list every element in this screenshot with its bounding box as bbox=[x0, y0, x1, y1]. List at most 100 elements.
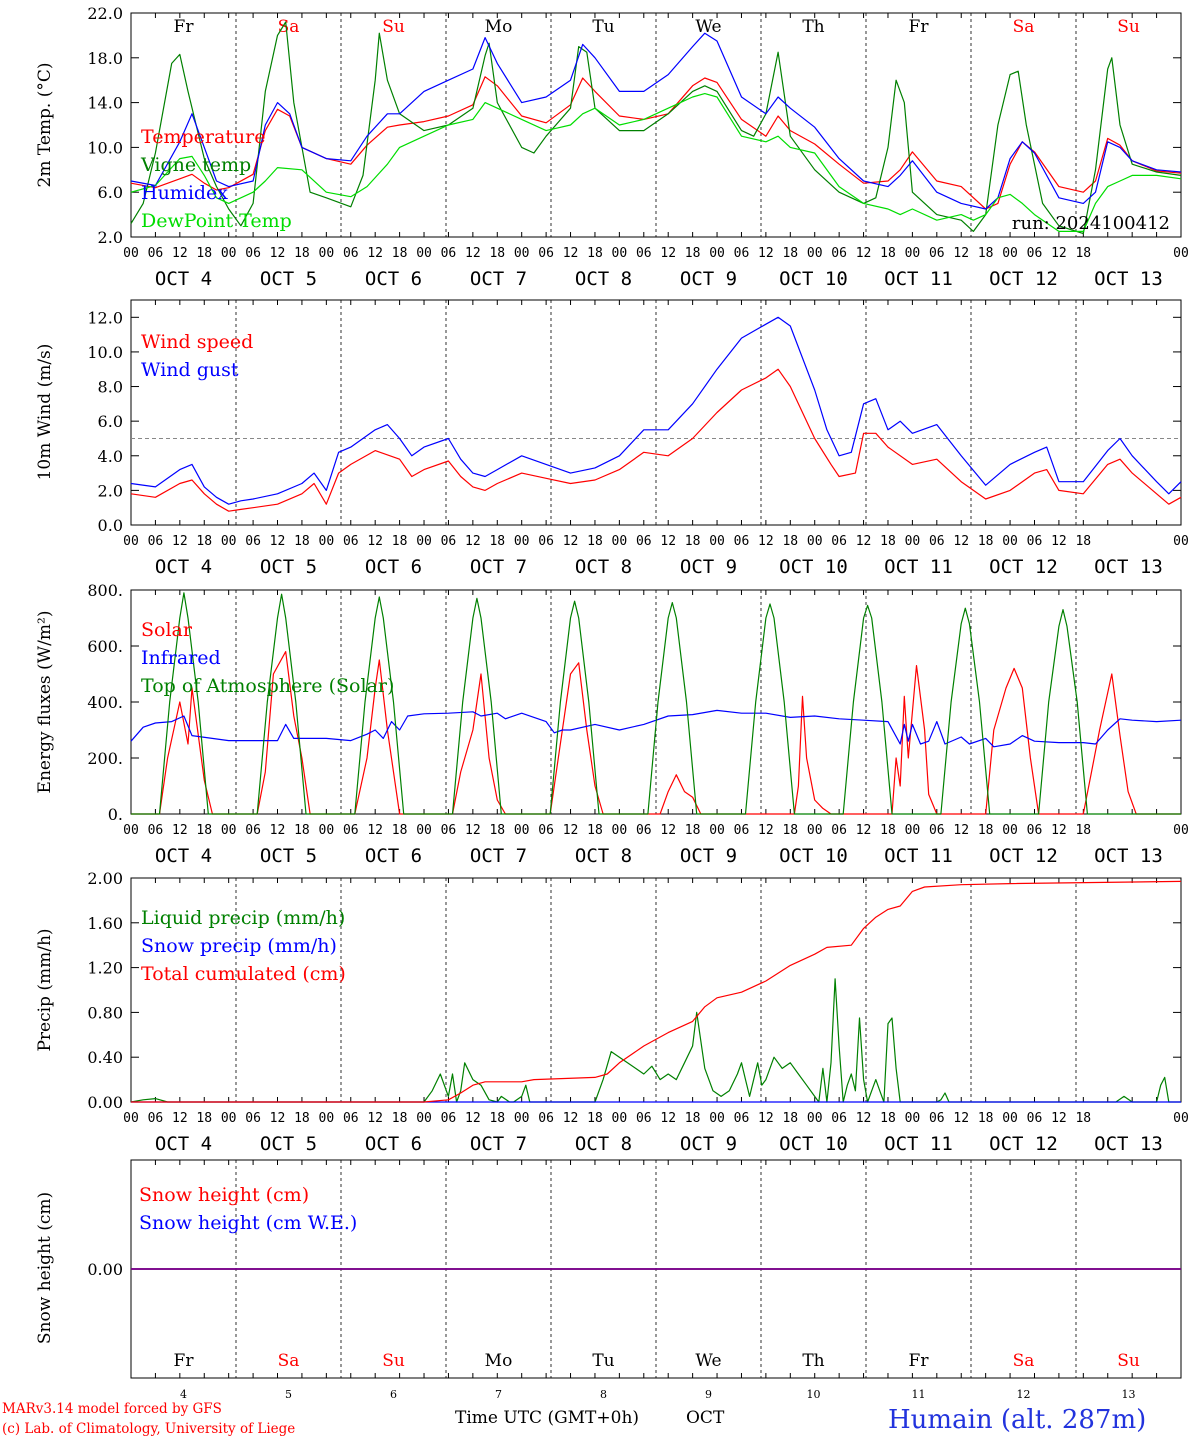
hour-tick-label: 00 bbox=[1002, 534, 1018, 549]
hour-tick-label: 00 bbox=[221, 1111, 237, 1126]
y-tick-label: 12.0 bbox=[87, 308, 123, 327]
hour-tick-label: 06 bbox=[1027, 1111, 1043, 1126]
hour-tick-label: 12 bbox=[1051, 1111, 1067, 1126]
hour-tick-label: 06 bbox=[734, 823, 750, 838]
date-label: OCT 7 bbox=[470, 845, 527, 867]
hour-tick-label: 00 bbox=[1002, 823, 1018, 838]
series-line bbox=[130, 93, 1182, 232]
day-number-label: 8 bbox=[600, 1388, 607, 1401]
hour-tick-label: 12 bbox=[270, 246, 286, 261]
y-tick-label: 0.0 bbox=[98, 516, 123, 535]
legend-entry: DewPoint Temp bbox=[141, 210, 292, 232]
date-label: OCT 10 bbox=[779, 268, 848, 290]
hour-tick-label: 18 bbox=[1075, 534, 1091, 549]
series-line bbox=[130, 316, 1182, 505]
hour-tick-label: 00 bbox=[807, 1111, 823, 1126]
date-label: OCT 11 bbox=[884, 1133, 953, 1155]
hour-tick-label: 12 bbox=[563, 823, 579, 838]
series-line bbox=[131, 880, 1182, 1103]
hour-tick-label: 18 bbox=[489, 246, 505, 261]
y-tick-label: 2.0 bbox=[98, 481, 123, 500]
hour-tick-label: 06 bbox=[441, 534, 457, 549]
panel-4: 0.00 0.40 0.80 1.20 1.60 2.00 Precip (mm/h) Liq… bbox=[35, 869, 1189, 1155]
y-axis-label: Energy fluxes (W/m²) bbox=[35, 611, 55, 794]
hour-tick-label: 12 bbox=[758, 823, 774, 838]
legend-entry: Snow precip (mm/h) bbox=[141, 935, 337, 957]
hour-tick-label: 00 bbox=[319, 823, 335, 838]
legend-entry: Wind gust bbox=[141, 359, 239, 381]
series-line bbox=[130, 978, 1181, 1103]
weekday-label: We bbox=[695, 17, 721, 37]
hour-tick-label: 00 bbox=[319, 534, 335, 549]
y-tick-label: 10.0 bbox=[87, 343, 123, 362]
legend-entry: Top of Atmosphere (Solar) bbox=[141, 675, 394, 697]
day-number-label: 11 bbox=[912, 1388, 926, 1401]
panels: 2.0 6.0 10.0 14.0 18.0 22.0 2m Temp. (°C) Fr Sa S… bbox=[35, 4, 1189, 1401]
y-axis-label: 2m Temp. (°C) bbox=[35, 62, 55, 187]
date-label: OCT 8 bbox=[575, 1133, 632, 1155]
hour-tick-label: 06 bbox=[148, 534, 164, 549]
hour-tick-label: 18 bbox=[196, 534, 212, 549]
y-tick-label: 4.0 bbox=[98, 447, 123, 466]
y-tick-label: 800. bbox=[87, 581, 123, 600]
date-label: OCT 9 bbox=[680, 268, 737, 290]
hour-tick-label: 06 bbox=[1027, 534, 1043, 549]
month-label: OCT bbox=[686, 1408, 725, 1428]
hour-tick-label: 06 bbox=[929, 823, 945, 838]
hour-tick-label: 06 bbox=[636, 534, 652, 549]
hour-tick-label: 06 bbox=[538, 823, 554, 838]
date-label: OCT 5 bbox=[260, 845, 317, 867]
hour-tick-label: 12 bbox=[1051, 534, 1067, 549]
hour-tick-label: 18 bbox=[880, 1111, 896, 1126]
hour-tick-label: 12 bbox=[856, 1111, 872, 1126]
hour-tick-label: 06 bbox=[636, 823, 652, 838]
hour-tick-label: 18 bbox=[294, 823, 310, 838]
weekday-label: Sa bbox=[278, 1351, 300, 1371]
day-number-label: 10 bbox=[807, 1388, 821, 1401]
hour-tick-label: 12 bbox=[367, 246, 383, 261]
hour-tick-label: 18 bbox=[978, 534, 994, 549]
weekday-label: Sa bbox=[1013, 17, 1035, 37]
date-label: OCT 6 bbox=[365, 268, 422, 290]
hour-tick-label: 12 bbox=[465, 534, 481, 549]
series-line bbox=[131, 651, 1181, 815]
hour-tick-label: 12 bbox=[172, 534, 188, 549]
series-line bbox=[130, 21, 1182, 235]
legend-entry: Infrared bbox=[141, 647, 221, 669]
hour-tick-label: 06 bbox=[831, 1111, 847, 1126]
hour-tick-label: 12 bbox=[172, 246, 188, 261]
hour-tick-label: 06 bbox=[343, 246, 359, 261]
weekday-label: Tu bbox=[592, 1351, 614, 1371]
hour-tick-label: 18 bbox=[978, 246, 994, 261]
legend-entry: Liquid precip (mm/h) bbox=[141, 907, 345, 929]
hour-tick-label: 18 bbox=[196, 246, 212, 261]
date-label: OCT 12 bbox=[989, 1133, 1058, 1155]
hour-tick-label: 06 bbox=[343, 534, 359, 549]
hour-tick-label: 00 bbox=[709, 246, 725, 261]
hour-tick-label: 12 bbox=[465, 1111, 481, 1126]
date-label: OCT 10 bbox=[779, 556, 848, 578]
hour-tick-label: 06 bbox=[929, 246, 945, 261]
hour-tick-label: 12 bbox=[367, 823, 383, 838]
date-label: OCT 4 bbox=[155, 845, 212, 867]
hour-tick-label: 06 bbox=[441, 823, 457, 838]
hour-tick-label: 06 bbox=[831, 246, 847, 261]
hour-tick-label: 12 bbox=[856, 823, 872, 838]
y-tick-label: 0. bbox=[108, 805, 123, 824]
hour-tick-label: 18 bbox=[782, 1111, 798, 1126]
hour-tick-label: 06 bbox=[831, 823, 847, 838]
hour-tick-label: 06 bbox=[343, 1111, 359, 1126]
hour-tick-label: 12 bbox=[172, 1111, 188, 1126]
hour-tick-label: 18 bbox=[685, 1111, 701, 1126]
hour-tick-label: 00 bbox=[416, 246, 432, 261]
hour-tick-label: 12 bbox=[953, 823, 969, 838]
y-axis-label: Snow height (cm) bbox=[35, 1192, 55, 1344]
hour-tick-label: 00 bbox=[416, 534, 432, 549]
hour-tick-label: 00 bbox=[612, 246, 628, 261]
hour-tick-label: 00 bbox=[123, 1111, 139, 1126]
hour-tick-label: 00 bbox=[123, 246, 139, 261]
y-tick-label: 1.60 bbox=[87, 914, 123, 933]
hour-tick-label: 00 bbox=[1002, 1111, 1018, 1126]
hour-tick-label: 18 bbox=[392, 1111, 408, 1126]
y-tick-label: 200. bbox=[87, 749, 123, 768]
